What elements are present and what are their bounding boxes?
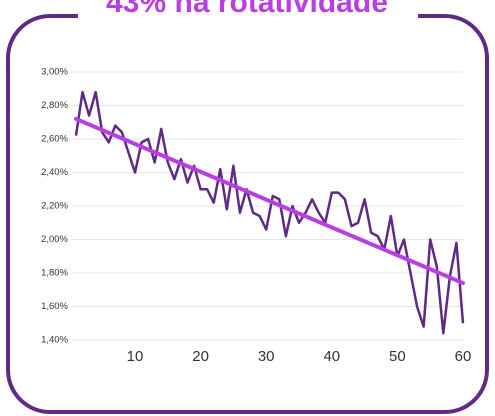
y-tick-label: 1,40% [41,335,68,346]
y-tick-label: 1,80% [41,268,68,279]
x-tick-label: 60 [455,348,472,365]
trend-line [73,116,465,286]
frame [6,14,489,414]
x-tick-label: 50 [389,348,406,365]
y-tick-label: 2,80% [41,100,68,111]
y-tick-label: 2,20% [41,201,68,212]
chart-title: 43% na rotatividade [106,0,388,19]
y-tick-label: 2,40% [41,167,68,178]
y-tick-label: 2,60% [41,134,68,145]
x-tick-label: 40 [323,348,340,365]
x-tick-label: 20 [192,348,209,365]
y-tick-label: 1,60% [41,301,68,312]
y-tick-label: 3,00% [41,67,68,78]
x-tick-label: 30 [258,348,275,365]
x-tick-label: 10 [127,348,144,365]
y-tick-label: 2,00% [41,234,68,245]
title-backdrop [78,0,418,30]
